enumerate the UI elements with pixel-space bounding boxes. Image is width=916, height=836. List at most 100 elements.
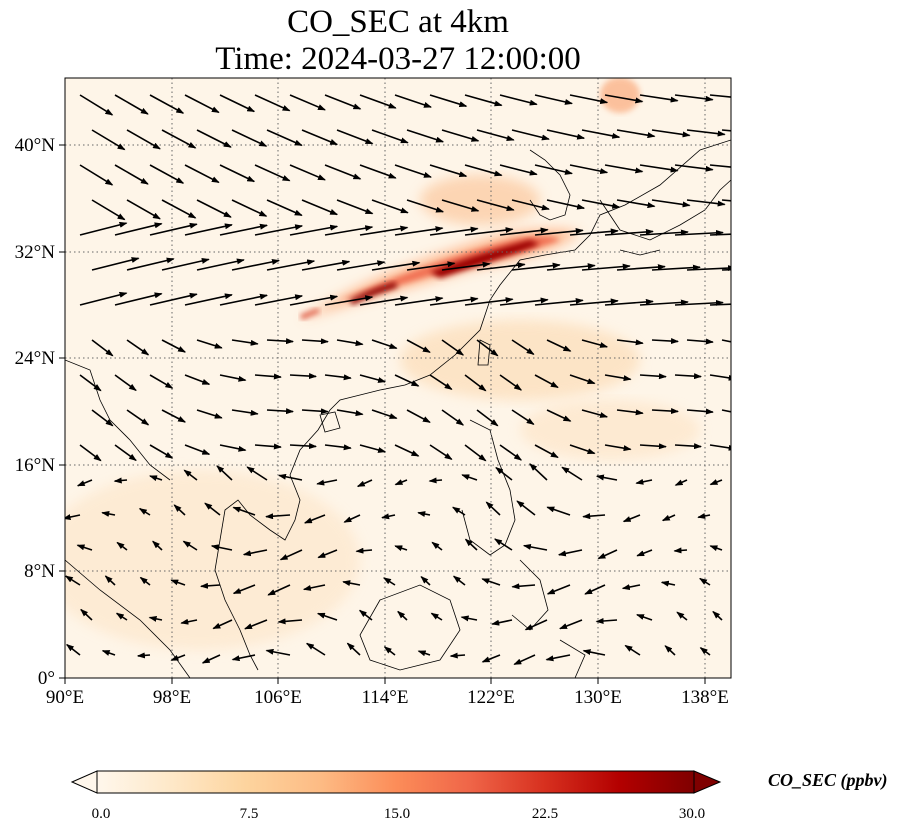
wind-arrow	[651, 129, 691, 138]
wind-arrow	[636, 549, 653, 557]
wind-arrow	[114, 444, 137, 462]
wind-arrow	[721, 199, 731, 202]
wind-arrow	[383, 646, 396, 656]
x-tick-label: 114°E	[362, 687, 409, 708]
wind-arrow	[524, 619, 548, 631]
wind-arrow	[289, 373, 317, 380]
wind-arrow	[289, 224, 339, 236]
wind-arrow	[709, 479, 723, 486]
wind-arrow	[429, 94, 468, 108]
wind-arrow	[674, 299, 724, 306]
wind-arrow	[289, 94, 326, 111]
wind-arrow	[381, 513, 396, 520]
wind-arrow	[183, 469, 198, 481]
wind-arrow	[406, 199, 445, 213]
wind-arrow	[546, 339, 572, 352]
wind-arrow	[394, 444, 420, 457]
wind-arrow	[80, 608, 93, 621]
wind-arrow	[595, 617, 618, 624]
wind-arrow	[582, 513, 606, 520]
wind-arrow	[582, 649, 606, 656]
wind-arrow	[101, 510, 116, 517]
wind-arrow	[569, 374, 596, 385]
y-tick-label: 8°N	[24, 561, 55, 582]
wind-arrow	[104, 575, 116, 586]
wind-arrow	[149, 164, 185, 184]
wind-arrow	[200, 582, 221, 589]
wind-arrow	[196, 409, 223, 419]
wind-arrow	[534, 94, 573, 105]
wind-arrow	[301, 259, 351, 271]
wind-arrow	[635, 478, 653, 485]
wind-arrow	[581, 339, 609, 348]
wind-arrow	[316, 479, 338, 486]
wind-arrow	[464, 227, 514, 236]
wind-arrow	[196, 129, 232, 148]
y-tick-label: 32°N	[15, 242, 56, 263]
wind-arrow	[639, 94, 679, 103]
wind-arrow	[266, 338, 294, 345]
wind-arrow	[499, 297, 549, 306]
wind-arrow	[324, 444, 352, 451]
wind-arrow	[452, 575, 466, 586]
map-frame	[64, 77, 732, 679]
wind-arrow	[371, 409, 398, 420]
wind-arrow	[397, 610, 408, 621]
wind-arrow	[114, 164, 149, 185]
wind-arrow	[464, 374, 487, 392]
wind-arrow	[216, 465, 233, 481]
wind-arrow	[394, 479, 408, 486]
wind-arrow	[301, 199, 339, 216]
wind-arrow	[196, 199, 232, 218]
x-tick-label: 130°E	[574, 687, 622, 708]
wind-arrow	[91, 129, 126, 151]
wind-arrow	[231, 409, 259, 416]
wind-arrow	[371, 129, 409, 144]
wind-arrow	[686, 199, 726, 207]
wind-arrow	[277, 618, 303, 625]
wind-arrow	[149, 94, 185, 114]
wind-arrow	[161, 199, 197, 219]
wind-arrow	[546, 506, 571, 516]
wind-arrow	[676, 611, 688, 621]
wind-arrow	[481, 654, 501, 663]
wind-arrow	[355, 547, 373, 554]
wind-arrow	[232, 584, 256, 595]
wind-arrow	[79, 94, 114, 116]
wind-arrow	[452, 506, 466, 516]
wind-arrow	[559, 619, 583, 630]
gridlines	[65, 78, 731, 678]
wind-arrow	[639, 164, 679, 173]
wind-arrow	[639, 229, 689, 236]
wind-arrow	[499, 94, 538, 106]
colorbar-extend-max	[693, 770, 722, 794]
wind-arrow	[356, 479, 373, 488]
wind-arrow	[460, 615, 478, 622]
wind-arrow	[561, 466, 583, 481]
wind-arrow	[699, 577, 711, 586]
wind-arrow	[161, 258, 210, 271]
wind-arrow	[358, 609, 373, 621]
wind-arrow	[428, 477, 443, 484]
wind-arrow	[464, 94, 503, 107]
wind-arrow	[604, 94, 644, 104]
wind-arrow	[76, 544, 93, 551]
wind-arrow	[170, 579, 186, 586]
wind-arrow	[429, 374, 453, 390]
wind-arrow	[651, 199, 691, 208]
y-tick-label: 40°N	[15, 135, 56, 156]
wind-arrow	[464, 164, 503, 177]
wind-arrow	[494, 538, 513, 551]
wind-arrow	[289, 164, 326, 181]
wind-arrow	[581, 199, 621, 209]
wind-arrow	[170, 654, 186, 662]
colorbar-label: CO_SEC (ppbv)	[768, 770, 888, 790]
wind-arrow	[417, 511, 431, 517]
wind-arrow	[616, 129, 656, 139]
wind-arrow	[604, 228, 654, 236]
wind-arrow	[709, 233, 731, 236]
wind-arrow	[721, 268, 731, 271]
wind-arrow	[149, 292, 198, 306]
wind-arrow	[534, 444, 559, 459]
wind-arrow	[336, 409, 364, 417]
